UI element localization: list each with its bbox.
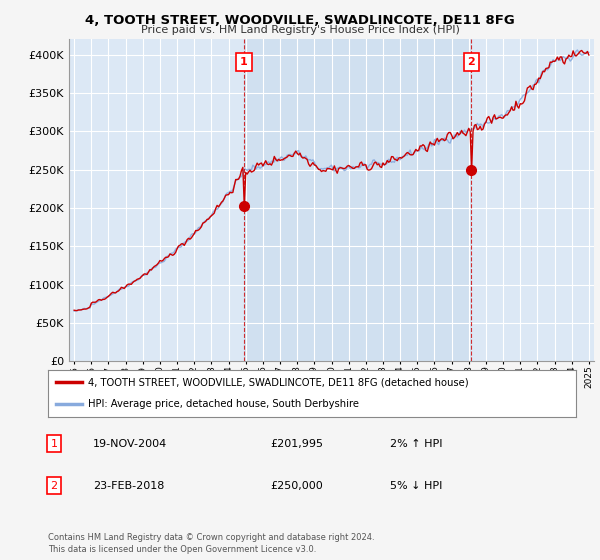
Text: 5% ↓ HPI: 5% ↓ HPI (390, 481, 442, 491)
Text: 1: 1 (50, 439, 58, 449)
Text: 19-NOV-2004: 19-NOV-2004 (93, 439, 167, 449)
Text: HPI: Average price, detached house, South Derbyshire: HPI: Average price, detached house, Sout… (88, 399, 359, 409)
Text: 1: 1 (240, 57, 248, 67)
Text: 2: 2 (50, 481, 58, 491)
Text: £250,000: £250,000 (270, 481, 323, 491)
Text: 2: 2 (467, 57, 475, 67)
Text: 2% ↑ HPI: 2% ↑ HPI (390, 439, 443, 449)
Text: 4, TOOTH STREET, WOODVILLE, SWADLINCOTE, DE11 8FG (detached house): 4, TOOTH STREET, WOODVILLE, SWADLINCOTE,… (88, 377, 468, 388)
Text: 23-FEB-2018: 23-FEB-2018 (93, 481, 164, 491)
Text: Price paid vs. HM Land Registry's House Price Index (HPI): Price paid vs. HM Land Registry's House … (140, 25, 460, 35)
Text: 4, TOOTH STREET, WOODVILLE, SWADLINCOTE, DE11 8FG: 4, TOOTH STREET, WOODVILLE, SWADLINCOTE,… (85, 14, 515, 27)
Bar (244, 39, 472, 361)
Text: Contains HM Land Registry data © Crown copyright and database right 2024.
This d: Contains HM Land Registry data © Crown c… (48, 533, 374, 554)
Text: £201,995: £201,995 (270, 439, 323, 449)
